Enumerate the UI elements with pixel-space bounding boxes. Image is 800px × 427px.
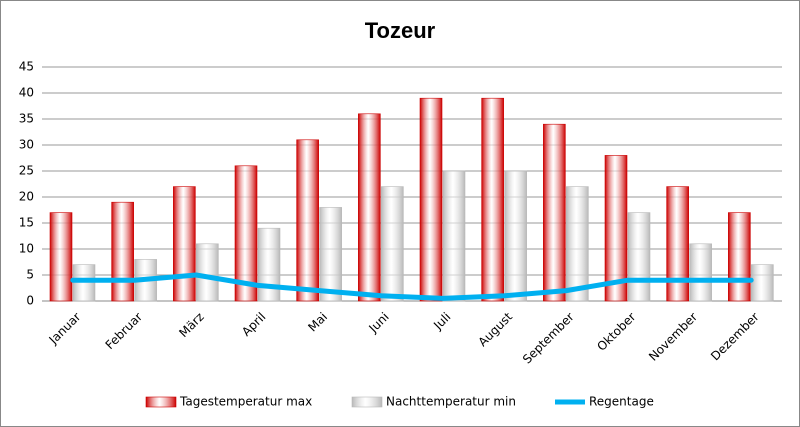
bar — [604, 155, 628, 302]
y-tick-label: 45 — [19, 60, 34, 74]
bar — [419, 97, 443, 302]
bar — [543, 123, 566, 302]
bar — [751, 264, 774, 302]
bar — [196, 243, 219, 302]
y-tick-label: 25 — [19, 164, 34, 178]
legend-swatch — [351, 396, 383, 408]
bar — [72, 264, 96, 302]
bar — [481, 97, 504, 302]
bar — [566, 186, 589, 302]
y-tick-label: 5 — [26, 268, 34, 282]
bar — [319, 207, 342, 302]
bar — [257, 227, 281, 302]
legend-label: Regentage — [589, 395, 654, 409]
legend-swatch — [145, 396, 177, 408]
y-tick-label: 15 — [19, 216, 34, 230]
y-tick-label: 30 — [19, 138, 34, 152]
y-tick-label: 10 — [19, 242, 34, 256]
bar — [442, 170, 466, 302]
chart-title: Tozeur — [365, 18, 436, 43]
y-tick-label: 35 — [19, 112, 34, 126]
y-tick-label: 20 — [19, 190, 34, 204]
bar — [111, 201, 134, 302]
line — [70, 272, 754, 301]
bar — [358, 113, 381, 302]
bar — [627, 212, 651, 302]
y-tick-label: 0 — [26, 294, 34, 308]
bar — [381, 186, 404, 302]
bar — [234, 165, 258, 302]
bar — [504, 170, 527, 302]
bar — [173, 186, 196, 302]
bar — [689, 243, 712, 302]
y-tick-label: 40 — [19, 86, 34, 100]
bar — [728, 212, 751, 302]
legend-label: Tagestemperatur max — [179, 395, 312, 409]
legend-label: Nachttemperatur min — [386, 395, 516, 409]
bar — [666, 186, 689, 302]
bar — [296, 139, 319, 302]
bar — [49, 212, 73, 302]
